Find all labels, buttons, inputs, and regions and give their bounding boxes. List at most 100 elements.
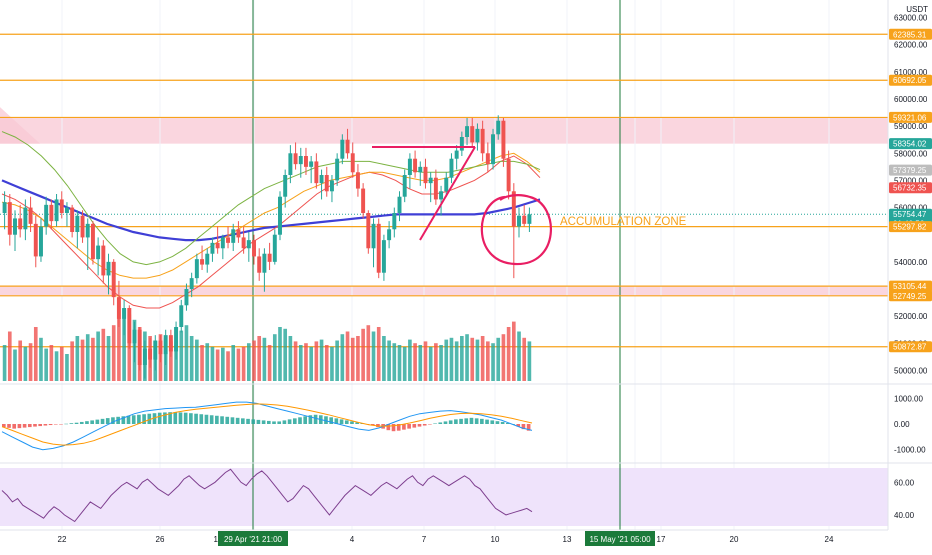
candle-body <box>96 245 101 260</box>
macd-line <box>1 401 533 451</box>
volume-bar <box>54 351 59 381</box>
macd-histogram-bar <box>261 420 266 424</box>
price-label-tag <box>889 164 932 176</box>
macd-histogram-bar <box>121 416 126 424</box>
drawn-annotations[interactable] <box>372 146 552 266</box>
price-tick-label: 57000.00 <box>894 176 928 185</box>
volume-bar <box>413 343 417 381</box>
macd-histogram-bar <box>469 417 474 424</box>
candle-body <box>189 278 194 289</box>
volume-bar <box>215 349 220 381</box>
candle-body <box>454 150 459 159</box>
macd-histogram-bar <box>256 419 261 424</box>
volume-bar <box>496 337 501 381</box>
macd-histogram-bar <box>17 424 22 429</box>
price-label-text: 59321.06 <box>893 113 927 122</box>
candle-body <box>449 158 454 178</box>
price-label-text: 53105.44 <box>893 282 927 291</box>
volume-bar <box>506 327 511 381</box>
price-tick-label: 59000.00 <box>894 122 928 131</box>
macd-histogram-bar <box>355 422 359 424</box>
rising-trendline[interactable] <box>419 146 476 241</box>
macd-histogram-bar <box>53 424 58 425</box>
candle-body <box>101 245 106 276</box>
volume-bar <box>376 327 381 381</box>
candle-body <box>2 202 7 213</box>
price-label-tag <box>889 111 932 123</box>
volume-bar <box>179 330 184 381</box>
macd-histogram-bar <box>485 419 489 424</box>
supply-demand-zones <box>0 107 888 296</box>
volume-bar <box>59 346 64 381</box>
volume-bar <box>174 345 178 381</box>
rsi-band-fill <box>0 468 888 526</box>
macd-histogram-bar <box>183 412 188 424</box>
accumulation-circle[interactable] <box>480 194 552 266</box>
volume-bar <box>304 343 308 381</box>
rsi-pane <box>1 468 533 523</box>
candle-body <box>465 126 470 137</box>
volume-bar <box>117 318 121 381</box>
macd-histogram-bar <box>334 418 339 424</box>
candle-body <box>501 120 506 159</box>
candle-body <box>80 215 85 238</box>
candlesticks[interactable] <box>2 115 532 379</box>
moving-average-0 <box>1 179 541 242</box>
price-label-text: 58354.02 <box>893 140 927 149</box>
macd-histogram-bar <box>215 415 219 424</box>
macd-histogram-bar <box>287 419 292 424</box>
time-tick-label: 17 <box>657 535 666 544</box>
macd-histogram-bar <box>241 418 245 424</box>
price-label-text: 52749.25 <box>893 292 927 301</box>
time-tick-label: 20 <box>730 535 739 544</box>
volume-bar <box>7 331 12 381</box>
candle-body <box>433 177 438 200</box>
volume-bar <box>491 343 495 381</box>
time-marker-label: 29 Apr '21 21:00 <box>224 535 283 544</box>
macd-histogram-bar <box>173 412 178 424</box>
candle-body <box>13 218 17 235</box>
zone-0 <box>0 117 888 144</box>
volume-bar <box>246 343 251 381</box>
volume-bar <box>13 349 17 381</box>
price-label-tag <box>889 290 932 302</box>
candle-body <box>309 161 314 167</box>
price-axis[interactable]: 63000.00 62000.00 61000.00 60000.00 59000.00… <box>889 14 932 520</box>
candle-body <box>194 259 199 279</box>
macd-histogram-bar <box>448 420 453 424</box>
candle-body <box>517 215 521 227</box>
candle-body <box>262 253 267 273</box>
volume-bar <box>423 341 428 381</box>
price-label-text: 55754.47 <box>893 210 927 219</box>
volume-bar <box>231 345 236 381</box>
volume-bar <box>439 345 443 381</box>
macd-histogram-bar <box>152 413 157 424</box>
macd-histogram-bar <box>417 424 422 427</box>
macd-histogram-bar <box>7 424 11 428</box>
price-tick-label: 58000.00 <box>894 149 928 158</box>
macd-histogram-bar <box>2 424 6 428</box>
candle-body <box>522 215 527 224</box>
candle-body <box>413 158 418 173</box>
grid-lines <box>61 0 830 530</box>
macd-histogram-bar <box>126 415 131 424</box>
volume-bar <box>283 328 288 381</box>
macd-histogram-bar <box>526 424 531 431</box>
candle-body <box>106 261 111 276</box>
candle-body <box>168 335 173 352</box>
volume-bar <box>96 331 100 381</box>
volume-bar <box>382 336 386 381</box>
candle-body <box>485 153 490 165</box>
macd-histogram-bar <box>298 417 302 424</box>
candle-body <box>511 191 516 227</box>
volume-bar <box>527 341 532 381</box>
macd-histogram-bar <box>105 418 110 424</box>
volume-bar <box>392 343 397 381</box>
candle-body <box>475 128 480 143</box>
volume-bar <box>80 339 85 381</box>
candle-body <box>407 158 412 175</box>
volume-bar <box>465 334 469 381</box>
macd-histogram-bar <box>324 416 328 424</box>
